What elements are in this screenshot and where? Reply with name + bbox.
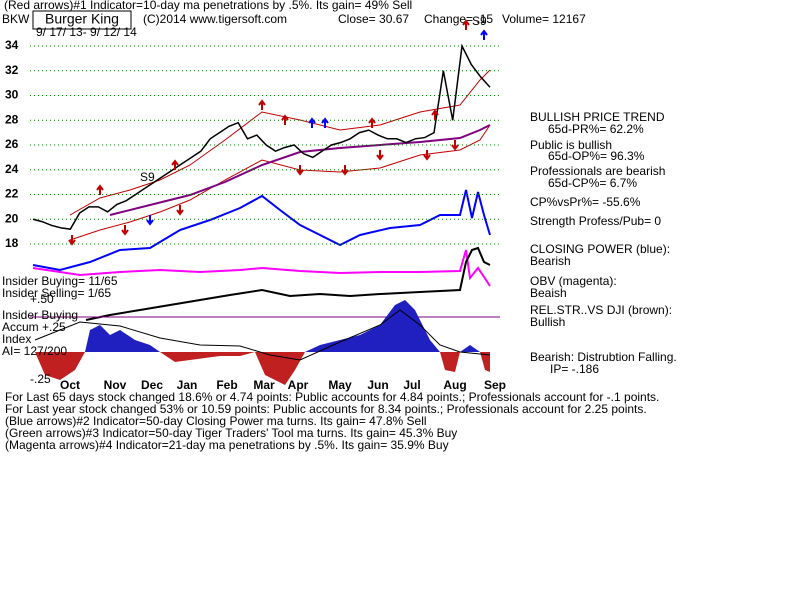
left-panel-text: AI= 127/200	[2, 344, 67, 358]
x-tick-label: Mar	[253, 378, 275, 392]
right-panel-text: IP= -.186	[550, 362, 599, 376]
y-tick-label: 18	[5, 236, 19, 250]
moving-average	[109, 124, 491, 216]
x-tick-label: Jun	[367, 378, 388, 392]
left-panel-text: Insider Selling= 1/65	[2, 286, 111, 300]
footer-text: (Magenta arrows)#4 Indicator=21-day ma p…	[5, 438, 449, 452]
signal-arrow	[341, 165, 349, 176]
signal-arrow	[96, 184, 104, 195]
signal-arrow	[308, 117, 316, 128]
y-tick-label: 34	[5, 38, 19, 52]
right-panel-text: 65d-OP%= 96.3%	[548, 149, 645, 163]
left-panel-text: Insider Buying	[2, 308, 78, 322]
y-tick-label: 20	[5, 211, 19, 225]
left-panel-text: +.50	[30, 292, 54, 306]
signal-arrow	[368, 117, 376, 128]
footer-text: For Last 65 days stock changed 18.6% or …	[5, 390, 659, 404]
x-tick-label: Oct	[60, 378, 80, 392]
right-panel-text: CLOSING POWER (blue):	[530, 242, 670, 256]
right-panel-text: Public is bullish	[530, 138, 612, 152]
signal-arrow	[321, 117, 329, 128]
right-panel-text: BULLISH PRICE TREND	[530, 110, 665, 124]
price-line	[32, 43, 491, 230]
right-panel-text: REL.STR..VS DJI (brown):	[530, 303, 672, 317]
right-panel-text: Professionals are bearish	[530, 164, 665, 178]
signal-arrow	[68, 235, 76, 246]
x-tick-label: Apr	[288, 378, 309, 392]
symbol: BKW	[2, 12, 30, 26]
signal-arrow	[171, 159, 179, 170]
right-panel-text: 65d-CP%= 6.7%	[548, 176, 637, 190]
footer-text: For Last year stock changed 53% or 10.59…	[5, 402, 647, 416]
annotation: S9	[472, 14, 487, 28]
closing-power	[32, 189, 491, 272]
x-tick-label: Jul	[403, 378, 420, 392]
y-tick-label: 30	[5, 88, 19, 102]
left-panel-text: Index	[2, 332, 31, 346]
right-panel-text: Strength Profess/Pub= 0	[530, 214, 661, 228]
annotation: S9	[140, 170, 155, 184]
signal-arrow	[281, 114, 289, 125]
x-tick-label: Dec	[141, 378, 163, 392]
footer-text: (Green arrows)#3 Indicator=50-day Tiger …	[5, 426, 457, 440]
change: Change= .15	[424, 12, 493, 26]
signal-arrow	[176, 205, 184, 216]
copyright: (C)2014 www.tigersoft.com	[143, 12, 287, 26]
rel-strength	[85, 246, 491, 321]
right-panel-text: CP%vsPr%= -55.6%	[530, 195, 641, 209]
signal-arrow	[480, 29, 488, 40]
right-panel-text: OBV (magenta):	[530, 274, 617, 288]
signal-arrow	[121, 225, 129, 236]
dates: 9/ 17/ 13- 9/ 12/ 14	[36, 25, 137, 39]
x-tick-label: Nov	[104, 378, 127, 392]
left-panel-text: -.25	[30, 372, 51, 386]
y-tick-label: 24	[5, 162, 19, 176]
signal-arrow	[462, 19, 470, 30]
y-tick-label: 26	[5, 137, 19, 151]
right-panel-text: Bearish	[530, 254, 571, 268]
right-panel-text: Beaish	[530, 286, 567, 300]
y-tick-label: 28	[5, 112, 19, 126]
upper-band	[69, 69, 491, 216]
right-panel-text: Bearish: Distrubtion Falling.	[530, 350, 677, 364]
footer-text: (Blue arrows)#2 Indicator=50-day Closing…	[5, 414, 427, 428]
x-tick-label: May	[328, 378, 352, 392]
y-tick-label: 32	[5, 63, 19, 77]
accum-ma	[34, 309, 491, 361]
right-panel-text: 65d-PR%= 62.2%	[548, 122, 644, 136]
name-box	[32, 10, 132, 30]
y-tick-label: 22	[5, 187, 19, 201]
signal-arrow	[296, 165, 304, 176]
signal-arrow	[451, 140, 459, 151]
signal-arrow	[423, 150, 431, 161]
accum-positive	[85, 300, 480, 352]
left-panel-text: Accum +.25	[2, 320, 66, 334]
x-tick-label: Sep	[484, 378, 506, 392]
x-tick-label: Aug	[443, 378, 466, 392]
name: Burger King	[45, 11, 119, 27]
signal-arrow	[431, 109, 439, 120]
signal-arrow	[146, 215, 154, 226]
obv	[32, 249, 491, 287]
lower-band	[69, 124, 491, 241]
right-panel-text: Bullish	[530, 315, 565, 329]
accum-negative	[35, 352, 490, 385]
signal-arrow	[376, 150, 384, 161]
x-tick-label: Feb	[216, 378, 237, 392]
left-panel-text: Insider Buying= 11/65	[2, 274, 118, 288]
close: Close= 30.67	[338, 12, 409, 26]
signal-arrow	[258, 99, 266, 110]
x-tick-label: Jan	[177, 378, 198, 392]
indicator1: (Red arrows)#1 Indicator=10-day ma penet…	[4, 0, 412, 12]
volume: Volume= 12167	[502, 12, 586, 26]
